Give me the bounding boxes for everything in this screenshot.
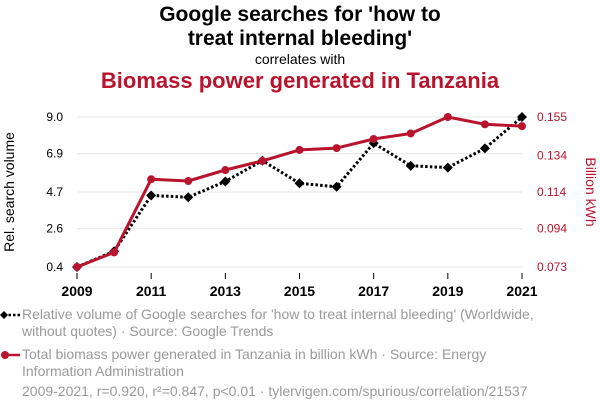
legend-marker-biomass [1, 351, 20, 359]
y-right-axis-label: Billion kWh [583, 157, 599, 226]
data-point-searches [220, 176, 231, 187]
y-left-tick-label: 2.6 [46, 222, 63, 236]
chart-title-secondary: Biomass power generated in Tanzania [100, 68, 500, 93]
y-left-tick-label: 9.0 [46, 110, 63, 124]
x-tick-label: 2019 [432, 283, 463, 299]
x-tick-label: 2015 [284, 283, 315, 299]
data-point-searches [405, 160, 416, 171]
data-point-searches [517, 112, 527, 122]
data-point-biomass [147, 175, 156, 184]
x-tick-label: 2013 [210, 283, 241, 299]
data-point-biomass [332, 144, 341, 153]
x-tick-label: 2009 [61, 283, 92, 299]
data-point-searches [294, 178, 305, 189]
legend-label-searches: Relative volume of Google searches for '… [22, 306, 534, 339]
data-point-biomass [406, 129, 415, 138]
data-point-searches [479, 143, 490, 154]
y-right-tick-label: 0.134 [537, 148, 567, 162]
y-right-tick-label: 0.073 [537, 260, 567, 274]
y-right-tick-label: 0.114 [537, 185, 566, 199]
data-point-biomass [221, 166, 230, 175]
x-tick-label: 2017 [358, 283, 389, 299]
data-point-biomass [480, 120, 489, 129]
data-point-biomass [295, 145, 304, 154]
data-point-biomass [518, 122, 526, 131]
y-left-tick-label: 0.4 [46, 260, 63, 274]
chart-subtitle: correlates with [254, 51, 346, 67]
data-point-searches [331, 181, 342, 192]
y-right-tick-label: 0.155 [537, 110, 567, 124]
data-point-searches [183, 192, 194, 203]
data-point-searches [146, 190, 157, 201]
x-tick-label: 2021 [506, 283, 537, 299]
data-point-biomass [110, 248, 119, 257]
legend-label-biomass: Total biomass power generated in Tanzani… [22, 346, 487, 379]
data-point-biomass [258, 156, 267, 165]
data-point-biomass [184, 177, 193, 186]
legend-marker-searches [0, 311, 20, 319]
chart-title-line-1: Google searches for 'how to [159, 3, 441, 26]
data-point-biomass [73, 263, 81, 271]
y-left-axis-label: Rel. search volume [1, 132, 17, 252]
data-point-biomass [443, 113, 452, 121]
chart-title-line-2: treat internal bleeding' [187, 27, 413, 50]
chart-footer: 2009-2021, r=0.920, r²=0.847, p<0.01 · t… [22, 383, 528, 399]
x-tick-label: 2011 [136, 283, 167, 299]
y-right-tick-label: 0.094 [537, 222, 567, 236]
data-point-searches [442, 162, 453, 173]
y-left-tick-label: 6.9 [46, 147, 63, 161]
data-point-biomass [369, 134, 378, 143]
y-left-tick-label: 4.7 [46, 185, 63, 199]
